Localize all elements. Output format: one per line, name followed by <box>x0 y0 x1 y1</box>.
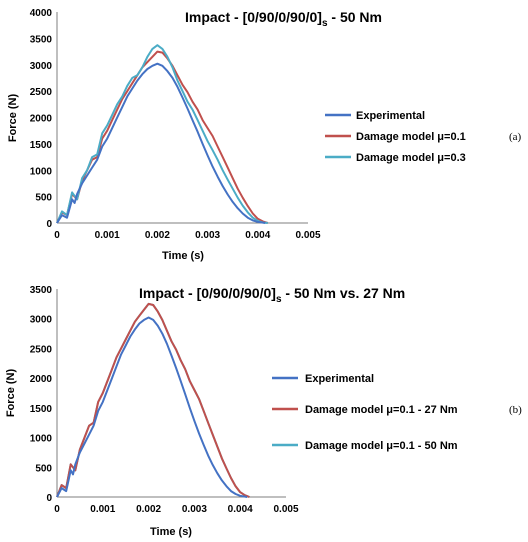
chart-b-x-tick-0.005: 0.005 <box>273 504 298 515</box>
chart-a-legend: Experimental Damage model μ=0.1 Damage m… <box>325 110 466 164</box>
chart-a-y-tick-4000: 4000 <box>30 8 53 19</box>
chart-b-series-experimental <box>56 316 248 498</box>
chart-a-series-mu01 <box>56 50 269 224</box>
chart-a-y-tick-0: 0 <box>46 219 52 230</box>
chart-b: Impact - [0/90/0/90/0]s - 50 Nm vs. 27 N… <box>5 285 522 538</box>
chart-a-legend-experimental: Experimental <box>356 110 425 122</box>
chart-b-x-tick-0.002: 0.002 <box>136 504 161 515</box>
chart-b-x-tick-0.003: 0.003 <box>182 504 207 515</box>
chart-b-y-tick-3500: 3500 <box>30 285 53 296</box>
chart-a-y-tick-500: 500 <box>35 193 52 204</box>
chart-a-x-tick-0.002: 0.002 <box>145 230 170 241</box>
chart-a-y-tick-2500: 2500 <box>30 87 53 98</box>
chart-b-y-tick-1000: 1000 <box>30 434 53 445</box>
chart-b-legend-mu01-27: Damage model μ=0.1 - 27 Nm <box>305 404 458 416</box>
chart-b-x-ticks: 0 0.001 0.002 0.003 0.004 0.005 <box>54 504 299 515</box>
chart-a-x-ticks: 0 0.001 0.002 0.003 0.004 0.005 <box>54 230 321 241</box>
chart-b-x-label: Time (s) <box>150 526 192 538</box>
chart-a-series-mu03 <box>56 44 268 224</box>
chart-a: Impact - [0/90/0/90/0]s - 50 Nm 0 500 1000… <box>7 8 522 262</box>
chart-b-legend-experimental: Experimental <box>305 373 374 385</box>
chart-b-y-tick-500: 500 <box>35 463 52 474</box>
chart-a-legend-mu03: Damage model μ=0.3 <box>356 152 466 164</box>
chart-b-y-ticks: 0 500 1000 1500 2000 2500 3000 3500 <box>30 285 53 504</box>
chart-b-series-mu01-27 <box>56 302 250 498</box>
chart-b-y-tick-2000: 2000 <box>30 374 53 385</box>
chart-b-series-mu01-50 <box>56 302 250 498</box>
chart-b-legend: Experimental Damage model μ=0.1 - 27 Nm … <box>272 373 458 452</box>
chart-b-panel-label: (b) <box>509 404 522 416</box>
chart-b-series-group <box>56 302 250 498</box>
chart-b-x-tick-0.004: 0.004 <box>228 504 253 515</box>
chart-a-title: Impact - [0/90/0/90/0]s - 50 Nm <box>185 9 382 29</box>
chart-a-x-tick-0: 0 <box>54 230 60 241</box>
chart-b-x-tick-0: 0 <box>54 504 60 515</box>
chart-a-legend-mu01: Damage model μ=0.1 <box>356 131 466 143</box>
chart-a-x-label: Time (s) <box>162 250 204 262</box>
chart-b-y-tick-1500: 1500 <box>30 404 53 415</box>
chart-b-legend-mu01-50: Damage model μ=0.1 - 50 Nm <box>305 440 458 452</box>
chart-b-x-tick-0.001: 0.001 <box>90 504 115 515</box>
chart-b-y-tick-2500: 2500 <box>30 344 53 355</box>
chart-b-title: Impact - [0/90/0/90/0]s - 50 Nm vs. 27 N… <box>139 285 405 305</box>
chart-a-y-tick-1500: 1500 <box>30 140 53 151</box>
chart-a-series-experimental <box>56 62 266 224</box>
chart-a-x-tick-0.004: 0.004 <box>245 230 270 241</box>
chart-a-series-group <box>56 44 269 224</box>
chart-b-y-tick-3000: 3000 <box>30 315 53 326</box>
chart-a-panel-label: (a) <box>509 131 522 143</box>
chart-a-y-tick-3500: 3500 <box>30 34 53 45</box>
chart-b-y-tick-0: 0 <box>46 493 52 504</box>
chart-a-x-tick-0.003: 0.003 <box>195 230 220 241</box>
chart-a-x-tick-0.005: 0.005 <box>295 230 320 241</box>
chart-a-x-tick-0.001: 0.001 <box>95 230 120 241</box>
chart-a-y-label: Force (N) <box>7 94 19 143</box>
chart-b-y-label: Force (N) <box>5 369 17 418</box>
chart-a-y-ticks: 0 500 1000 1500 2000 2500 3000 3500 4000 <box>30 8 53 230</box>
chart-a-y-tick-3000: 3000 <box>30 61 53 72</box>
chart-a-y-tick-1000: 1000 <box>30 166 53 177</box>
chart-a-y-tick-2000: 2000 <box>30 114 53 125</box>
